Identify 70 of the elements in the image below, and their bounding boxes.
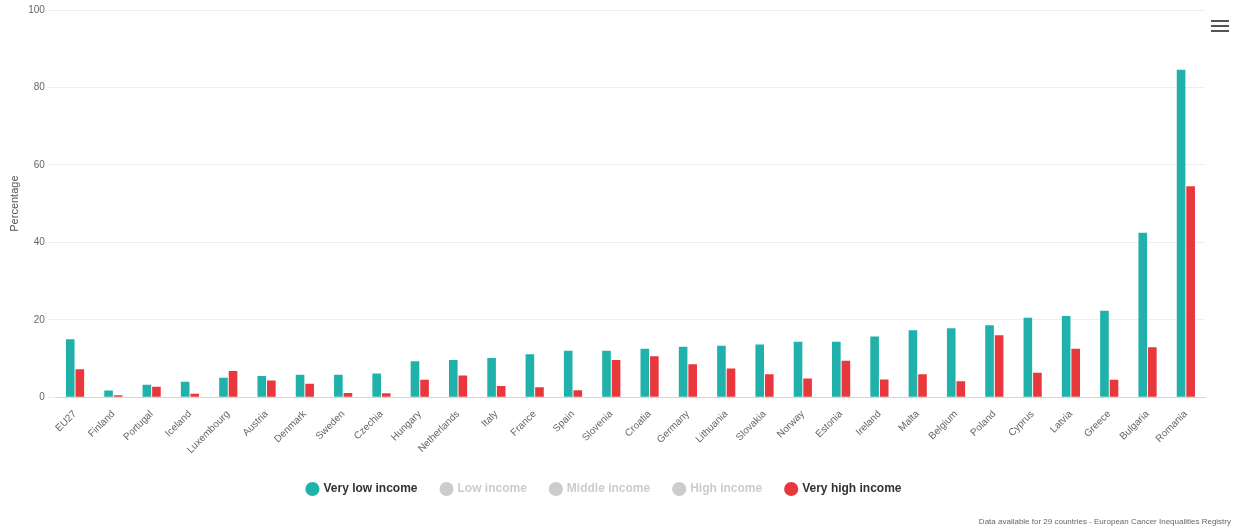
bar: [525, 354, 535, 397]
bar: [1071, 348, 1081, 397]
bar: [908, 330, 918, 397]
bar: [381, 393, 391, 397]
bar: [994, 335, 1004, 397]
bar: [458, 375, 468, 397]
bar: [755, 344, 765, 397]
bar: [1100, 310, 1109, 397]
bar: [611, 360, 621, 397]
bar: [573, 390, 583, 397]
text: Data available for 29 countries - European Cancer Inequalities Registry: [978, 517, 1231, 526]
bar: [65, 339, 75, 397]
bar: [726, 368, 736, 397]
bar: [267, 380, 276, 397]
bar: [640, 348, 650, 397]
y-tick-label: 60: [33, 158, 46, 170]
bar: [1061, 315, 1071, 397]
bar: [870, 336, 879, 397]
bar: [985, 325, 994, 397]
bar: [1109, 379, 1119, 397]
bar: [1148, 347, 1157, 397]
bar: [496, 385, 506, 397]
bar: [448, 360, 458, 397]
bar: [563, 350, 573, 397]
bar: [879, 379, 889, 397]
bar: [372, 373, 381, 397]
bar: [295, 374, 305, 397]
bar: [487, 358, 496, 397]
bar: [420, 379, 429, 397]
bar: [832, 341, 841, 397]
bar: [650, 356, 659, 397]
bar: [1023, 317, 1033, 397]
y-tick-label: 80: [33, 81, 46, 93]
bar: [956, 381, 966, 397]
y-tick-label: 0: [39, 390, 46, 402]
bar: [1033, 372, 1042, 397]
bar: [343, 392, 353, 397]
x-tick-label: Italy: [478, 408, 500, 429]
bar: [410, 361, 420, 397]
bar: [334, 374, 343, 397]
legend-label: Very low income: [323, 481, 418, 496]
bar: [305, 383, 314, 397]
bar: [946, 328, 956, 397]
bar: [764, 374, 774, 397]
bar: [688, 364, 697, 397]
bar: [803, 378, 812, 397]
legend-label: Very high income: [802, 481, 902, 496]
bar: [841, 360, 851, 397]
bar: [257, 375, 267, 397]
y-tick-label: 100: [28, 3, 46, 15]
bar: [535, 387, 544, 397]
bar: [75, 369, 85, 397]
bar: [602, 350, 611, 397]
bar: [219, 377, 228, 397]
bar: [228, 370, 238, 397]
bar: [1186, 186, 1195, 397]
bar: [1176, 69, 1186, 397]
bar: [793, 341, 803, 397]
y-tick-label: 40: [33, 236, 46, 248]
bar: [142, 384, 152, 397]
y-axis-title: Percentage: [7, 175, 20, 232]
bar: [152, 386, 161, 397]
bar: [1138, 232, 1148, 397]
bar: [678, 346, 688, 397]
bar: [104, 390, 113, 397]
bar: [717, 345, 726, 397]
bar: [190, 393, 200, 397]
bar: [918, 374, 927, 397]
bar: [180, 381, 190, 397]
y-tick-label: 20: [33, 313, 46, 325]
